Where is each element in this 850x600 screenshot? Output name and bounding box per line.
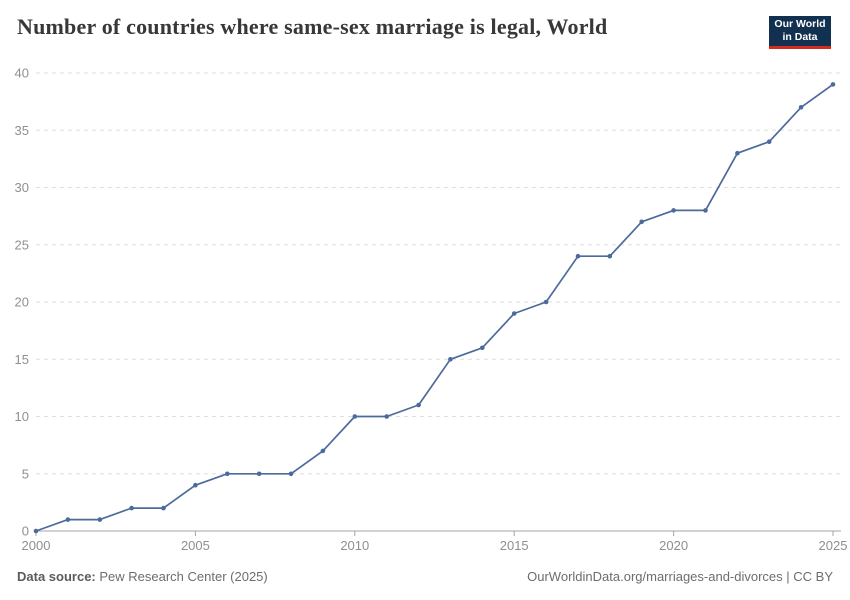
data-point[interactable] (193, 482, 198, 488)
data-point[interactable] (416, 402, 421, 408)
logo-line1: Our World (774, 18, 826, 31)
y-tick-label: 25 (15, 237, 29, 252)
y-tick-label: 0 (22, 524, 29, 539)
data-point[interactable] (543, 299, 549, 305)
data-point[interactable] (671, 208, 676, 213)
data-source-value: Pew Research Center (2025) (99, 569, 268, 584)
x-tick-label: 2020 (659, 538, 688, 553)
y-tick-label: 10 (15, 409, 29, 424)
data-point[interactable] (97, 517, 103, 522)
data-point[interactable] (766, 139, 772, 144)
data-point[interactable] (480, 345, 485, 351)
data-point[interactable] (256, 471, 262, 477)
data-point[interactable] (735, 150, 740, 156)
data-point[interactable] (288, 471, 294, 477)
data-point[interactable] (703, 208, 708, 213)
data-point[interactable] (161, 505, 166, 511)
owid-link[interactable]: OurWorldinData.org/marriages-and-divorce… (527, 569, 833, 584)
footer-link[interactable]: OurWorldinData.org/marriages-and-divorce… (527, 569, 833, 584)
page-title: Number of countries where same-sex marri… (17, 14, 608, 39)
data-source: Data source: Pew Research Center (2025) (17, 569, 268, 584)
data-point[interactable] (384, 414, 390, 419)
owid-logo[interactable]: Our World in Data (769, 16, 831, 49)
x-tick-label: 2000 (22, 538, 51, 553)
data-point[interactable] (33, 528, 39, 534)
x-tick-label: 2010 (340, 538, 369, 553)
data-point[interactable] (320, 448, 326, 454)
data-point[interactable] (798, 105, 804, 110)
data-point[interactable] (511, 311, 517, 316)
data-point[interactable] (830, 82, 836, 87)
y-tick-label: 30 (15, 180, 29, 195)
y-tick-label: 5 (22, 466, 29, 481)
data-point[interactable] (607, 253, 613, 259)
y-tick-label: 35 (15, 123, 29, 138)
x-tick-label: 2025 (819, 538, 848, 553)
data-point[interactable] (129, 505, 134, 511)
y-tick-label: 15 (15, 352, 29, 367)
chart-footer: Data source: Pew Research Center (2025) … (0, 569, 850, 584)
data-point[interactable] (65, 517, 71, 522)
x-tick-label: 2015 (500, 538, 529, 553)
x-tick-label: 2005 (181, 538, 210, 553)
data-point[interactable] (352, 414, 358, 419)
y-tick-label: 40 (15, 66, 29, 81)
data-source-label: Data source: (17, 569, 96, 584)
y-tick-label: 20 (15, 295, 29, 310)
data-point[interactable] (575, 253, 581, 259)
data-point[interactable] (225, 471, 230, 477)
logo-line2: in Data (782, 31, 818, 43)
data-point[interactable] (639, 219, 644, 225)
series-line (35, 83, 834, 532)
data-point[interactable] (448, 357, 453, 362)
